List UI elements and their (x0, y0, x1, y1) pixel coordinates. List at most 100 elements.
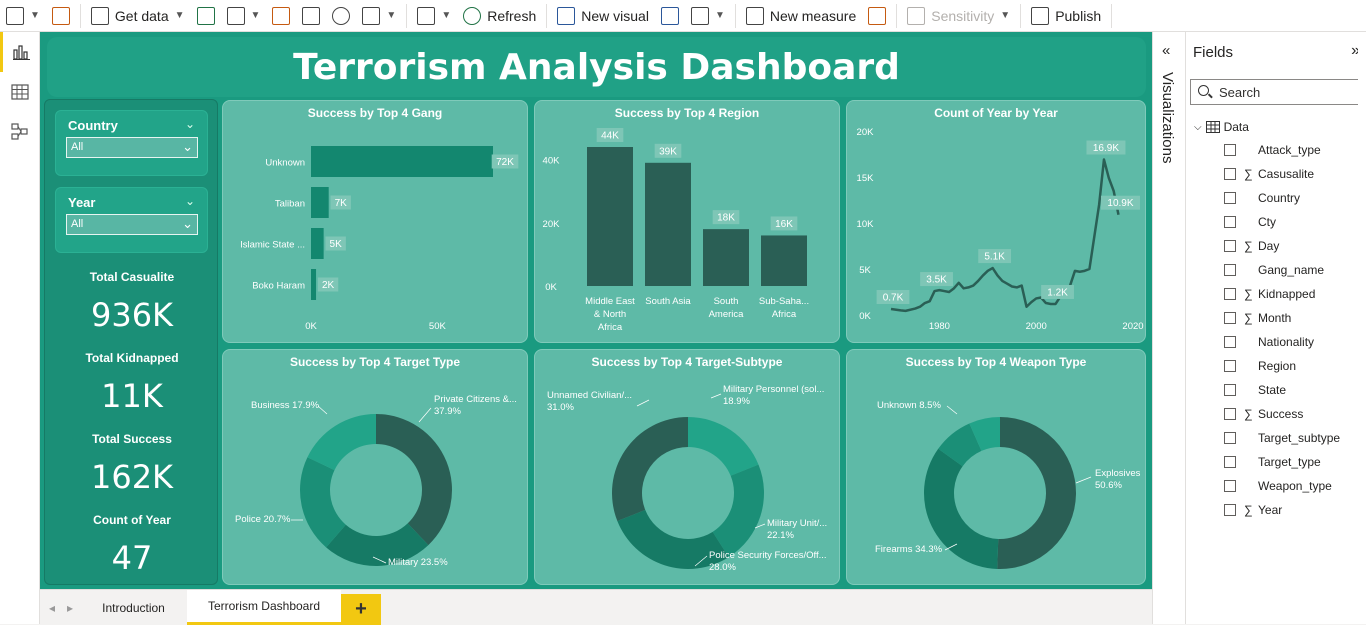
more-visuals-icon (690, 6, 709, 25)
chevron-down-icon[interactable]: ⌄ (184, 117, 195, 131)
publish-button[interactable]: Publish (1025, 2, 1107, 30)
field-item[interactable]: Cty (1224, 214, 1276, 230)
field-name: State (1258, 383, 1287, 397)
field-item[interactable]: ∑ Year (1224, 502, 1282, 518)
slice-data-label: Private Citizens &... 37.9% (434, 394, 517, 417)
field-checkbox[interactable] (1224, 456, 1236, 468)
field-item[interactable]: Region (1224, 358, 1296, 374)
field-checkbox[interactable] (1224, 288, 1236, 300)
new-visual-button[interactable]: New visual (551, 2, 655, 30)
fields-scrollbar[interactable] (1358, 32, 1366, 624)
field-item[interactable]: Nationality (1224, 334, 1314, 350)
field-item[interactable]: Country (1224, 190, 1300, 206)
field-checkbox[interactable] (1224, 240, 1236, 252)
field-item[interactable]: Attack_type (1224, 142, 1321, 158)
year-dropdown[interactable]: All ⌄ (66, 214, 198, 235)
paste-button[interactable]: ▼ (0, 2, 46, 30)
gang-chart-card[interactable]: Success by Top 4 Gang Unknown 72K Taliban 7… (222, 100, 528, 343)
y-tick-label: 20K (543, 219, 561, 230)
expand-chevron-icon[interactable]: « (1162, 42, 1171, 59)
text-box-button[interactable] (655, 2, 685, 30)
format-painter-button[interactable] (46, 2, 76, 30)
x-tick-label: 50K (429, 321, 447, 332)
new-measure-button[interactable]: New measure (740, 2, 862, 30)
enter-data-button[interactable] (296, 2, 326, 30)
series-line (890, 158, 1120, 313)
tab-terrorism-dashboard[interactable]: Terrorism Dashboard (187, 590, 341, 625)
add-page-button[interactable]: + (341, 594, 381, 625)
tab-next-icon[interactable]: ▸ (66, 600, 74, 615)
tab-prev-icon[interactable]: ◂ (48, 600, 56, 615)
table-node-data[interactable]: ⌵ Data (1194, 120, 1249, 134)
country-dropdown[interactable]: All ⌄ (66, 137, 198, 158)
y-tick-label: 10K (857, 219, 875, 230)
field-item[interactable]: ∑ Success (1224, 406, 1303, 422)
tab-introduction[interactable]: Introduction (102, 600, 165, 615)
dashboard-title: Terrorism Analysis Dashboard (47, 37, 1146, 97)
table-view-button[interactable] (0, 72, 40, 112)
field-checkbox[interactable] (1224, 264, 1236, 276)
field-item[interactable]: ∑ Day (1224, 238, 1279, 254)
field-checkbox[interactable] (1224, 408, 1236, 420)
quick-measure-button[interactable] (862, 2, 892, 30)
sql-button[interactable] (266, 2, 296, 30)
field-item[interactable]: State (1224, 382, 1286, 398)
model-view-button[interactable] (0, 112, 40, 152)
recent-sources-button[interactable]: ▼ (356, 2, 402, 30)
excel-button[interactable] (191, 2, 221, 30)
field-item[interactable]: Gang_name (1224, 262, 1324, 278)
collapse-chevron-icon[interactable]: » (1351, 42, 1360, 59)
field-checkbox[interactable] (1224, 336, 1236, 348)
bar-data-label-bg (317, 277, 339, 292)
field-item[interactable]: ∑ Kidnapped (1224, 286, 1315, 302)
weapon-type-donut: Explosives 50.6% Firearms 34.3% Unknown 8.5… (875, 400, 1141, 569)
data-hub-button[interactable]: ▼ (221, 2, 267, 30)
field-item[interactable]: Weapon_type (1224, 478, 1332, 494)
visualizations-pane: « Visualizations (1152, 32, 1186, 624)
toolbar-divider (79, 3, 81, 28)
refresh-label: Refresh (487, 7, 537, 24)
report-view-button[interactable] (0, 32, 40, 72)
field-checkbox[interactable] (1224, 480, 1236, 492)
search-placeholder: Search (1219, 85, 1261, 100)
field-checkbox[interactable] (1224, 192, 1236, 204)
field-checkbox[interactable] (1224, 216, 1236, 228)
refresh-button[interactable]: Refresh (457, 2, 542, 30)
region-chart-card[interactable]: Success by Top 4 Region 0K 20K 40K 44K Middl… (534, 100, 840, 343)
dataverse-button[interactable] (326, 2, 356, 30)
field-checkbox[interactable] (1224, 384, 1236, 396)
chevron-down-icon[interactable]: ⌄ (184, 194, 195, 208)
donut-slice (688, 417, 759, 476)
point-data-label: 10.9K (1107, 198, 1133, 209)
transform-data-button[interactable]: ▼ (411, 2, 457, 30)
field-checkbox[interactable] (1224, 432, 1236, 444)
field-item[interactable]: Target_subtype (1224, 430, 1340, 446)
year-line-chart-card[interactable]: Count of Year by Year 0K 5K 10K 15K 20K 1980 2… (846, 100, 1146, 343)
table-icon (1205, 121, 1220, 133)
field-checkbox[interactable] (1224, 168, 1236, 180)
bar-data-label-bg (596, 128, 624, 142)
bar-data-label: 2K (322, 280, 335, 291)
sensitivity-button[interactable]: Sensitivity ▼ (901, 2, 1016, 30)
more-visuals-button[interactable]: ▼ (685, 2, 731, 30)
sensitivity-label: Sensitivity (931, 7, 995, 24)
field-item[interactable]: Target_type (1224, 454, 1321, 470)
page-tabs: ◂ ▸ Introduction Terrorism Dashboard + (40, 589, 1152, 625)
point-data-label: 16.9K (1093, 143, 1119, 154)
target-type-chart-card[interactable]: Success by Top 4 Target Type Private Cit… (222, 349, 528, 585)
bar-data-label-bg (770, 216, 798, 231)
slice-leader-line (1075, 476, 1092, 484)
get-data-button[interactable]: Get data ▼ (85, 2, 191, 30)
field-checkbox[interactable] (1224, 360, 1236, 372)
fields-search-input[interactable]: Search (1190, 79, 1362, 105)
field-checkbox[interactable] (1224, 504, 1236, 516)
visualizations-label[interactable]: Visualizations (1159, 72, 1176, 164)
target-subtype-chart-card[interactable]: Success by Top 4 Target-Subtype Military… (534, 349, 840, 585)
field-checkbox[interactable] (1224, 144, 1236, 156)
field-item[interactable]: ∑ Month (1224, 310, 1291, 326)
weapon-type-chart-card[interactable]: Success by Top 4 Weapon Type Explosives 5… (846, 349, 1146, 585)
x-category-label: South America (709, 296, 745, 320)
field-checkbox[interactable] (1224, 312, 1236, 324)
field-item[interactable]: ∑ Casusalite (1224, 166, 1314, 182)
report-canvas: Terrorism Analysis Dashboard Country ⌄ A… (40, 32, 1152, 589)
